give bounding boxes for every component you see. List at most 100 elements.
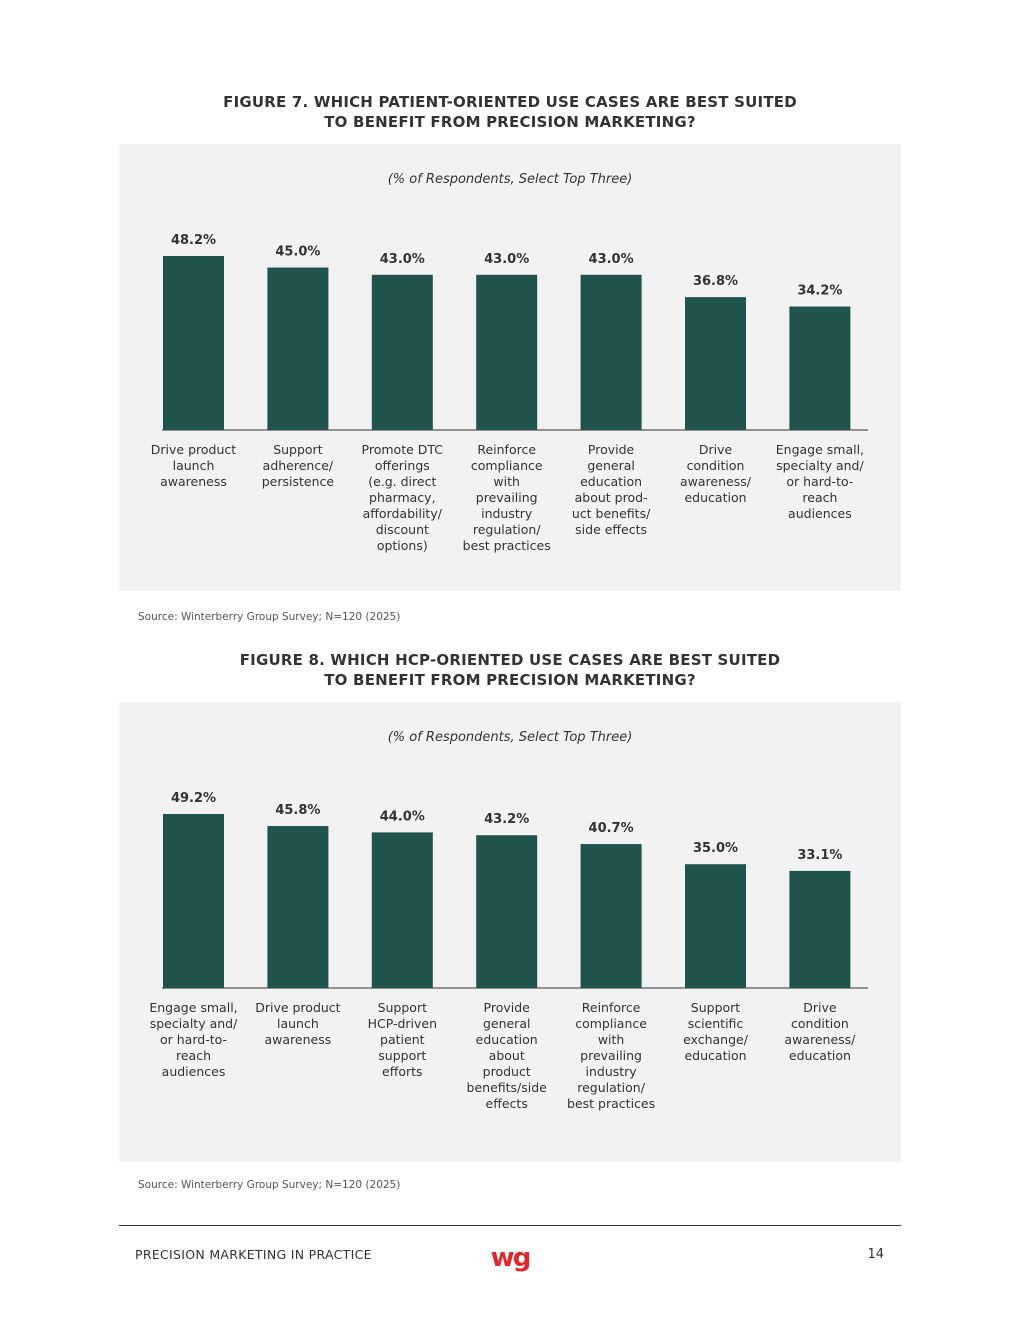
figure-7-category-label-line: offerings	[375, 458, 430, 473]
figure-8-category-label-line: Drive product	[255, 1000, 340, 1015]
figure-8-category-label-line: Support	[378, 1000, 428, 1015]
figure-7-subtitle: (% of Respondents, Select Top Three)	[387, 172, 633, 187]
figure-8-bar	[476, 835, 538, 988]
figure-7-bar	[685, 297, 746, 430]
figure-7-data-label: 36.8%	[693, 274, 738, 289]
figure-8-category-label-line: Support	[691, 1000, 741, 1015]
figure-8-category-label-line: with	[598, 1032, 625, 1047]
figure-8-subtitle: (% of Respondents, Select Top Three)	[387, 730, 633, 745]
figure-8-category-label: Provide general education about product benef…	[467, 1000, 548, 1111]
figure-7-bar-chart: 48.2% Drive product launch awareness 45.0% Su…	[151, 233, 868, 553]
figure-8-data-label: 49.2%	[171, 791, 216, 806]
figure-7-category-label: Promote DTC offerings (e.g. direct pharmacy…	[362, 442, 444, 553]
figure-8-category-label-line: product	[483, 1064, 531, 1079]
wg-logo-icon: wg	[491, 1244, 531, 1273]
figure-8-bar	[685, 864, 746, 988]
figure-7-category-label-line: best practices	[463, 538, 551, 553]
figure-8-category-label-line: best practices	[567, 1096, 655, 1111]
figure-7-data-label: 43.0%	[380, 252, 425, 267]
figure-8-category-label-line: education	[476, 1032, 538, 1047]
figure-8-category-label: Support scientific exchange/education	[683, 1000, 749, 1063]
figure-7-category-label-line: Reinforce	[477, 442, 536, 457]
figure-7-category-label-line: Support	[273, 442, 323, 457]
figure-7-category-label-line: affordability/	[363, 506, 443, 521]
figure-7-category-label-line: persistence	[262, 474, 335, 489]
footer-publication-title: PRECISION MARKETING IN PRACTICE	[135, 1247, 372, 1262]
figure-8-category-label-line: awareness/	[784, 1032, 856, 1047]
figure-7-category-label-line: discount	[376, 522, 429, 537]
figure-7-category-label-line: adherence/	[263, 458, 334, 473]
figure-7-title-line-2: TO BENEFIT FROM PRECISION MARKETING?	[324, 113, 696, 131]
figure-8-category-label-line: patient	[380, 1032, 425, 1047]
figure-8-category-label: Support HCP-driven patient support efforts	[368, 1000, 437, 1079]
figure-7-bar	[580, 274, 642, 430]
figure-8-title-line-1: FIGURE 8. WHICH HCP-ORIENTED USE CASES A…	[239, 651, 781, 669]
figure-8-category-label-line: awareness	[265, 1032, 332, 1047]
figure-7-category-label-line: options)	[377, 538, 428, 553]
figure-7-category-label-line: Drive product	[151, 442, 236, 457]
figure-7-category-label: Engage small, specialty and/or hard-to-re…	[776, 442, 865, 521]
svg-text:wg: wg	[491, 1244, 530, 1273]
figure-7-category-label-line: side effects	[575, 522, 647, 537]
figure-8-category-label-line: Provide	[484, 1000, 531, 1015]
figure-7-data-label: 45.0%	[275, 245, 320, 260]
figure-7-category-label-line: with	[493, 474, 520, 489]
figure-7-category-label-line: Engage small,	[776, 442, 864, 457]
figure-8-bar	[371, 832, 433, 988]
figure-8-category-label: Drive condition awareness/education	[784, 1000, 856, 1063]
figure-7-category-label-line: launch	[173, 458, 215, 473]
figure-8-category-label-line: specialty and/	[150, 1016, 238, 1031]
figure-8-data-label: 44.0%	[380, 809, 425, 824]
figure-8-category-label-line: benefits/side	[467, 1080, 548, 1095]
figure-7-category-label-line: awareness/	[680, 474, 752, 489]
figure-8-bar	[163, 814, 224, 988]
figure-7-category-label-line: general	[587, 458, 635, 473]
figure-8-category-label-line: support	[378, 1048, 426, 1063]
figure-8-category-label-line: reach	[176, 1048, 211, 1063]
figure-7-bar	[476, 274, 538, 430]
figure-7-category-label-line: Provide	[588, 442, 635, 457]
figure-7-bar	[789, 306, 851, 430]
figure-8-category-label-line: effects	[486, 1096, 528, 1111]
figure-7-data-label: 34.2%	[797, 284, 842, 299]
figure-8-data-label: 43.2%	[484, 812, 529, 827]
figure-7-category-label-line: (e.g. direct	[368, 474, 436, 489]
figure-7-category-label-line: education	[580, 474, 642, 489]
figure-7-data-label: 43.0%	[589, 252, 634, 267]
figure-7-category-label-line: Promote DTC	[362, 442, 444, 457]
figure-8-title: FIGURE 8. WHICH HCP-ORIENTED USE CASES A…	[119, 650, 901, 690]
figure-7-category-label-line: compliance	[471, 458, 543, 473]
figure-8-bar-chart: 49.2% Engage small, specialty and/or hard-…	[149, 791, 868, 1111]
figure-8-category-label: Drive product launch awareness	[255, 1000, 340, 1047]
figure-8-category-label-line: scientific	[688, 1016, 744, 1031]
figure-8-bar	[267, 826, 329, 988]
figure-7-category-label-line: or hard-to-	[786, 474, 853, 489]
footer-divider	[119, 1225, 901, 1226]
figure-8-data-label: 40.7%	[589, 821, 634, 836]
figure-7-category-label-line: condition	[687, 458, 745, 473]
figure-8-category-label-line: Drive	[803, 1000, 837, 1015]
figure-7-category-label: Provide general education about prod-uct be…	[572, 442, 651, 537]
figure-7-bar	[371, 274, 433, 430]
figure-8-bar	[789, 870, 851, 988]
figure-7-chart-panel: (% of Respondents, Select Top Three) 48.…	[119, 144, 901, 591]
figure-8-category-label-line: HCP-driven	[368, 1016, 437, 1031]
figure-7-title: FIGURE 7. WHICH PATIENT-ORIENTED USE CAS…	[119, 92, 901, 132]
figure-7-data-label: 48.2%	[171, 233, 216, 248]
figure-7-category-label-line: industry	[481, 506, 533, 521]
page-number: 14	[867, 1247, 884, 1262]
figure-7-title-line-1: FIGURE 7. WHICH PATIENT-ORIENTED USE CAS…	[223, 93, 797, 111]
figure-8-category-label-line: education	[684, 1048, 746, 1063]
figure-8-category-label-line: general	[483, 1016, 531, 1031]
figure-7-category-label-line: specialty and/	[776, 458, 864, 473]
figure-7-category-label-line: awareness	[160, 474, 227, 489]
figure-8-chart-panel: (% of Respondents, Select Top Three) 49.…	[119, 702, 901, 1162]
figure-7-category-label-line: education	[684, 490, 746, 505]
figure-8-category-label-line: audiences	[162, 1064, 226, 1079]
figure-7-category-label-line: prevailing	[476, 490, 538, 505]
figure-8-data-label: 33.1%	[797, 848, 842, 863]
figure-8-bar	[580, 844, 642, 988]
figure-8-category-label-line: launch	[277, 1016, 319, 1031]
figure-7-data-label: 43.0%	[484, 252, 529, 267]
figure-7-category-label-line: reach	[802, 490, 837, 505]
